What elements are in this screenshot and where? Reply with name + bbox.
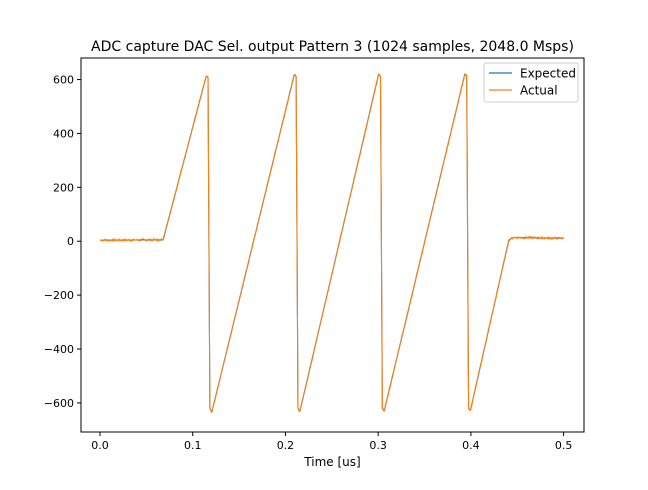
y-tick-label: −600	[44, 397, 74, 410]
y-tick-label: −200	[44, 289, 74, 302]
legend-label-actual: Actual	[520, 84, 558, 98]
x-tick-label: 0.1	[184, 439, 202, 452]
x-axis: 0.0 0.1 0.2 0.3 0.4 0.5	[91, 432, 572, 452]
x-tick-label: 0.0	[91, 439, 109, 452]
y-tick-label: 400	[53, 127, 74, 140]
x-tick-label: 0.5	[555, 439, 573, 452]
x-tick-label: 0.3	[369, 439, 387, 452]
x-tick-label: 0.2	[277, 439, 295, 452]
plot-frame	[80, 57, 585, 433]
series-line-actual	[99, 73, 565, 413]
chart-title: ADC capture DAC Sel. output Pattern 3 (1…	[91, 39, 574, 55]
y-tick-label: 600	[53, 74, 74, 87]
y-tick-label: 200	[53, 181, 74, 194]
x-tick-label: 0.4	[462, 439, 480, 452]
series-layer	[99, 73, 565, 413]
y-tick-label: 0	[67, 235, 74, 248]
y-axis: −600 −400 −200 0 200 400 600	[44, 74, 81, 410]
x-axis-label: Time [us]	[303, 455, 360, 469]
y-tick-label: −400	[44, 343, 74, 356]
legend: Expected Actual	[483, 62, 579, 103]
legend-label-expected: Expected	[520, 67, 576, 81]
